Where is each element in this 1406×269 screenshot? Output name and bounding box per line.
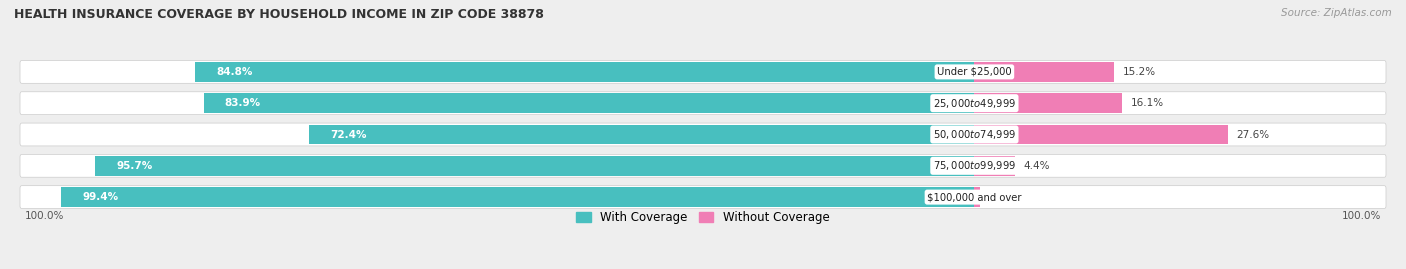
Text: 15.2%: 15.2% bbox=[1122, 67, 1156, 77]
Bar bbox=[62, 187, 974, 207]
Bar bbox=[96, 156, 974, 175]
FancyBboxPatch shape bbox=[20, 92, 1386, 115]
Text: 72.4%: 72.4% bbox=[330, 129, 367, 140]
FancyBboxPatch shape bbox=[20, 61, 1386, 83]
Text: 16.1%: 16.1% bbox=[1130, 98, 1164, 108]
Text: $75,000 to $99,999: $75,000 to $99,999 bbox=[932, 159, 1017, 172]
Bar bbox=[974, 156, 1015, 175]
Bar bbox=[309, 125, 974, 144]
Bar bbox=[974, 125, 1227, 144]
Text: 4.4%: 4.4% bbox=[1024, 161, 1050, 171]
Bar bbox=[974, 62, 1114, 82]
FancyBboxPatch shape bbox=[20, 123, 1386, 146]
Text: 95.7%: 95.7% bbox=[117, 161, 152, 171]
Text: 0.62%: 0.62% bbox=[988, 192, 1021, 202]
Text: 27.6%: 27.6% bbox=[1236, 129, 1270, 140]
Text: 84.8%: 84.8% bbox=[217, 67, 253, 77]
Legend: With Coverage, Without Coverage: With Coverage, Without Coverage bbox=[572, 206, 834, 228]
Text: 100.0%: 100.0% bbox=[1343, 211, 1382, 221]
Text: $100,000 and over: $100,000 and over bbox=[927, 192, 1022, 202]
FancyBboxPatch shape bbox=[20, 154, 1386, 177]
Text: 100.0%: 100.0% bbox=[24, 211, 63, 221]
Text: 83.9%: 83.9% bbox=[225, 98, 260, 108]
Text: 99.4%: 99.4% bbox=[82, 192, 118, 202]
Text: HEALTH INSURANCE COVERAGE BY HOUSEHOLD INCOME IN ZIP CODE 38878: HEALTH INSURANCE COVERAGE BY HOUSEHOLD I… bbox=[14, 8, 544, 21]
Text: $50,000 to $74,999: $50,000 to $74,999 bbox=[932, 128, 1017, 141]
Bar bbox=[974, 94, 1122, 113]
Text: $25,000 to $49,999: $25,000 to $49,999 bbox=[932, 97, 1017, 110]
Bar bbox=[974, 187, 980, 207]
Bar bbox=[204, 94, 974, 113]
Text: Source: ZipAtlas.com: Source: ZipAtlas.com bbox=[1281, 8, 1392, 18]
Bar bbox=[195, 62, 974, 82]
FancyBboxPatch shape bbox=[20, 186, 1386, 208]
Text: Under $25,000: Under $25,000 bbox=[936, 67, 1012, 77]
